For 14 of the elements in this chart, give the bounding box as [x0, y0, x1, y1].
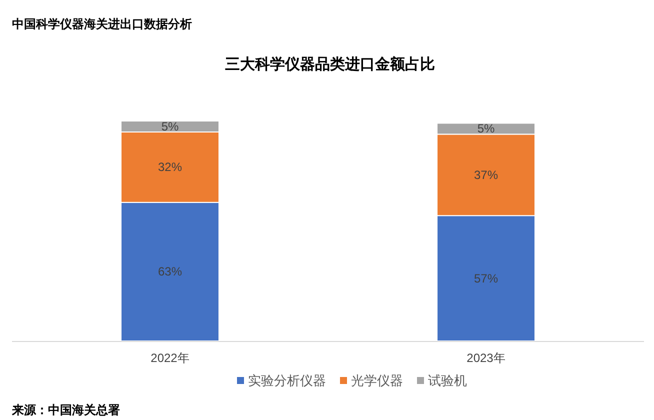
x-tick-label: 2022年 — [150, 351, 190, 365]
x-tick-label: 2023年 — [466, 351, 506, 365]
data-label: 5% — [477, 122, 495, 136]
legend-label: 光学仪器 — [351, 373, 403, 388]
data-label: 63% — [158, 264, 182, 279]
data-label: 32% — [158, 160, 182, 174]
legend-label: 试验机 — [428, 373, 467, 388]
subtitle: 中国科学仪器海关进出口数据分析 — [12, 17, 192, 31]
data-label: 5% — [161, 120, 179, 134]
title: 三大科学仪器品类进口金额占比 — [225, 56, 435, 73]
data-label: 57% — [474, 271, 498, 286]
annotation: 来源：中国海关总署 — [12, 403, 120, 417]
legend-label: 实验分析仪器 — [248, 373, 326, 388]
data-label: 37% — [474, 168, 498, 182]
